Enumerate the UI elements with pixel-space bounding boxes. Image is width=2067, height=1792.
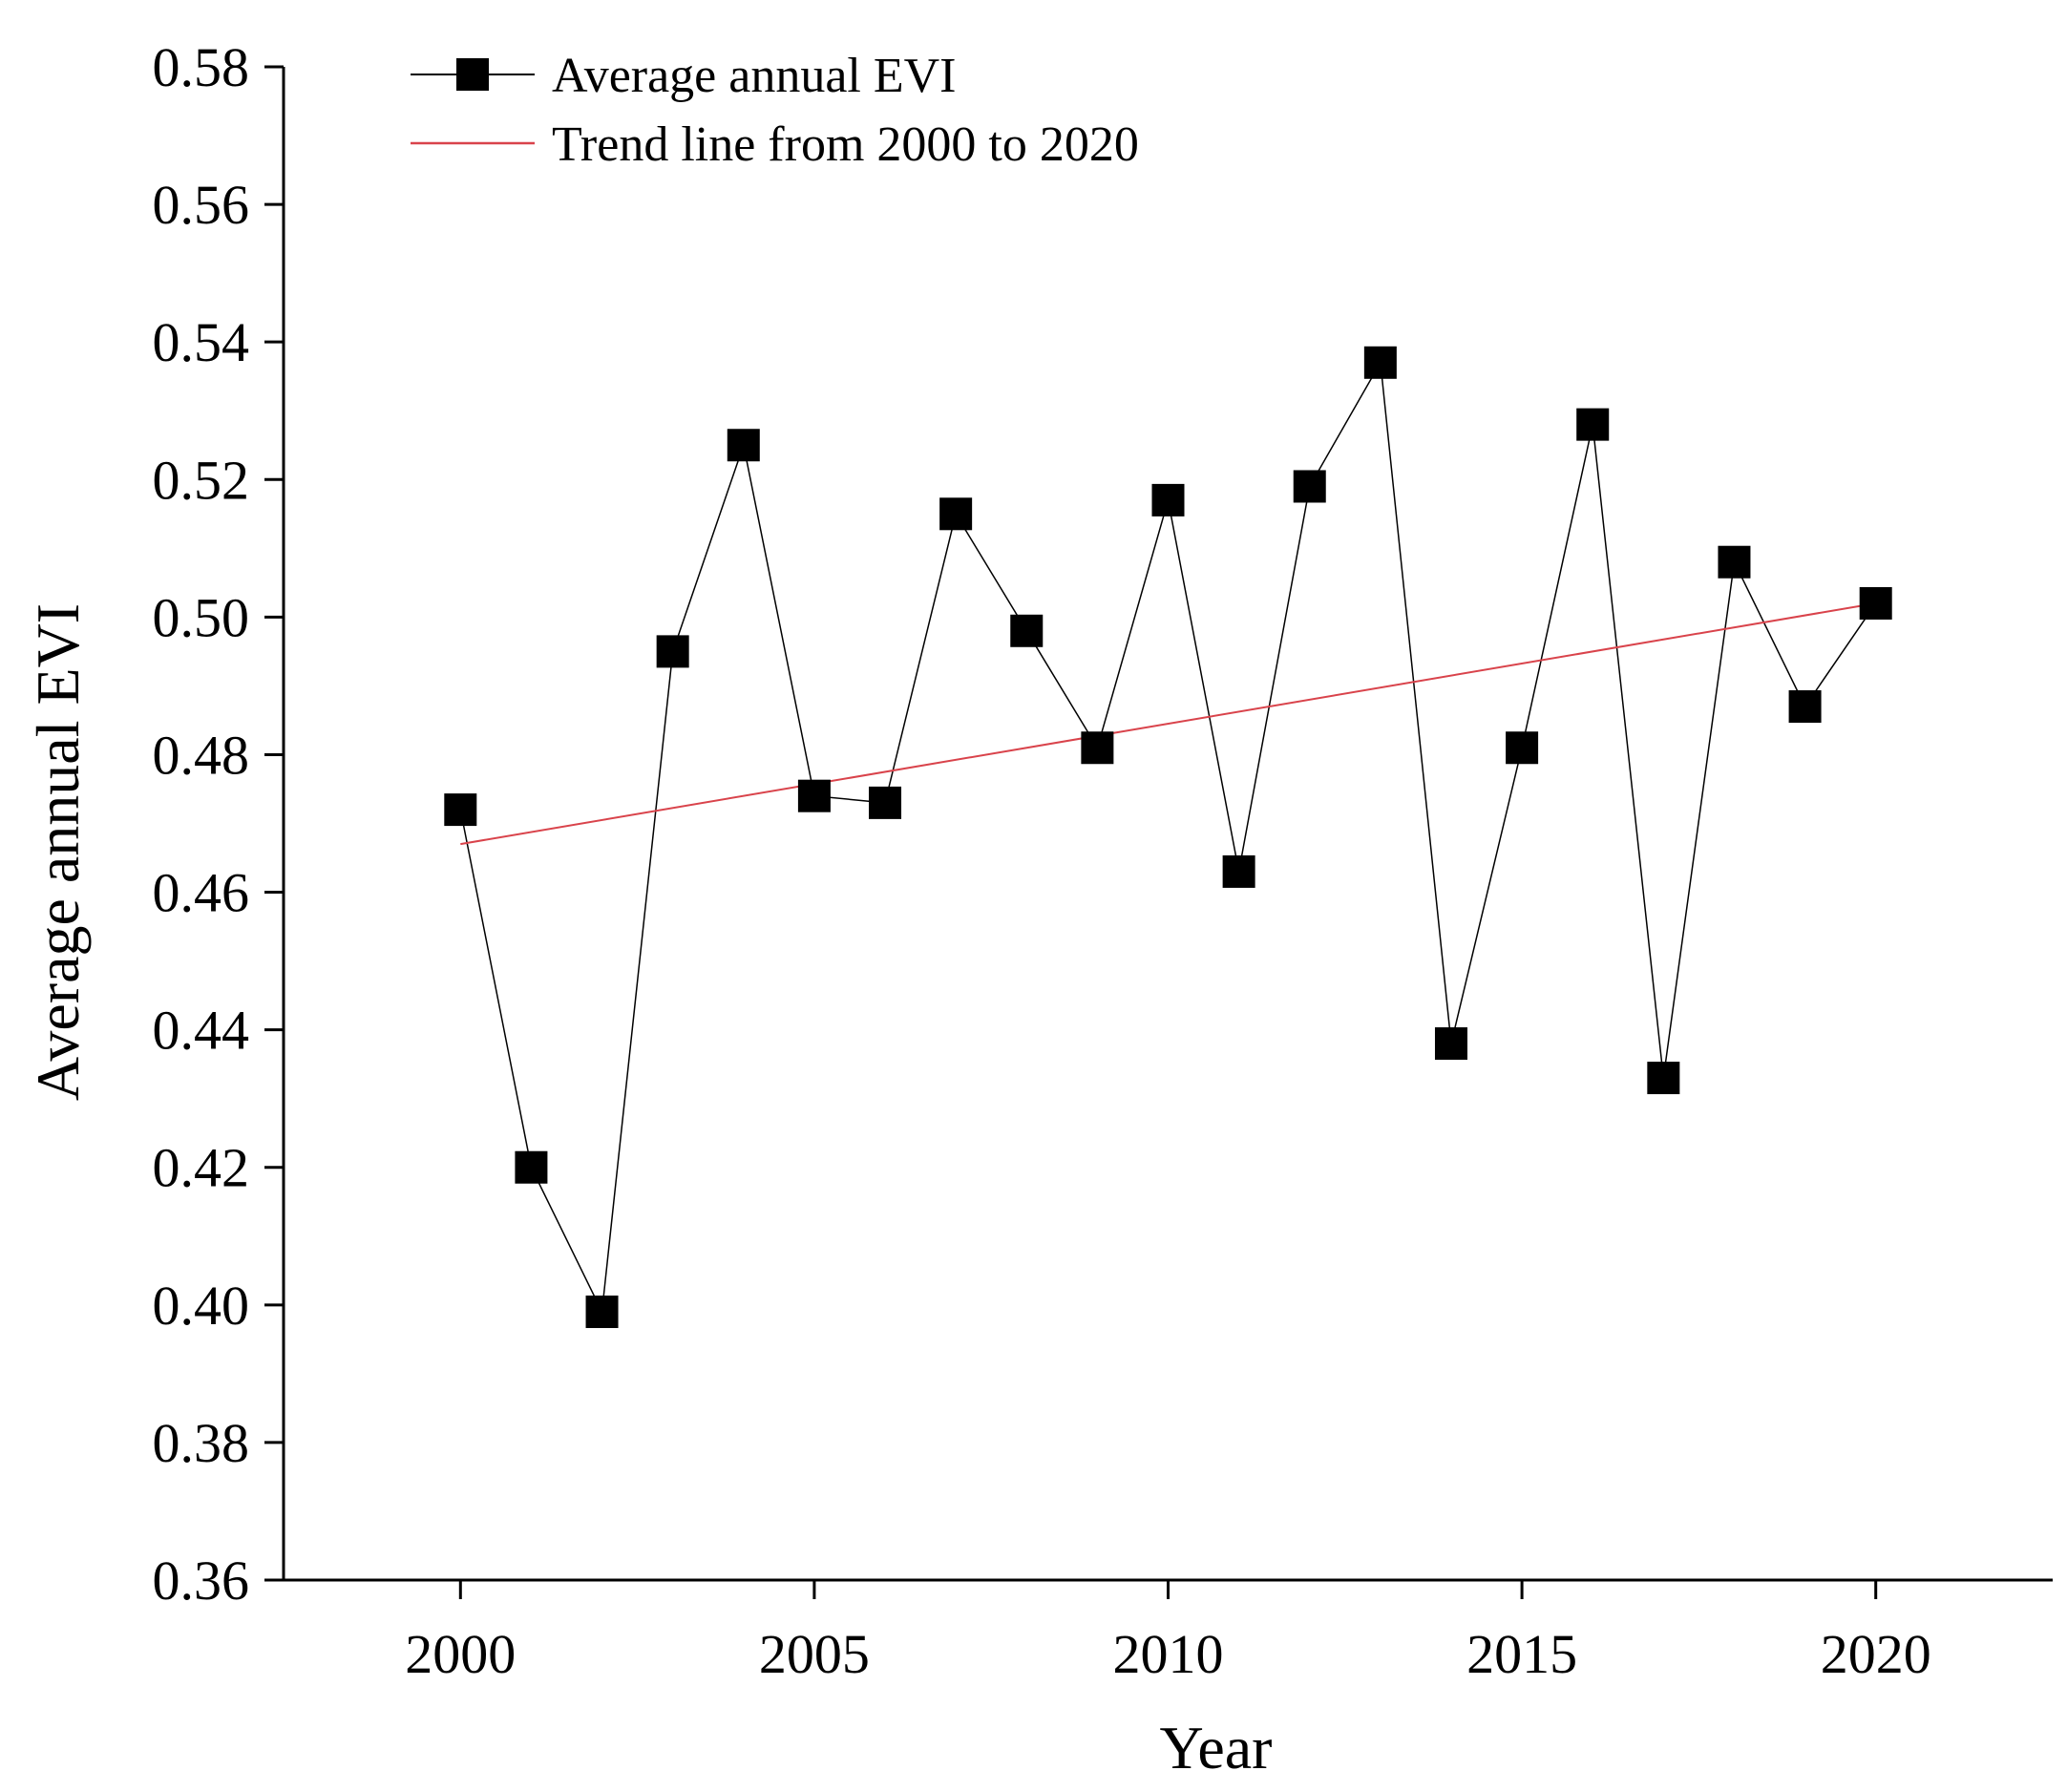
data-point-marker [1081,731,1114,765]
x-tick-label: 2020 [1821,1623,1931,1685]
data-point-marker [444,793,477,827]
data-point-marker [1859,586,1892,620]
data-point-marker [1506,731,1539,765]
y-tick-label: 0.52 [153,449,250,511]
x-tick-label: 2010 [1113,1623,1224,1685]
y-tick-label: 0.48 [153,724,250,786]
x-tick-label: 2005 [759,1623,870,1685]
y-tick-label: 0.36 [153,1550,250,1612]
data-point-marker [1151,483,1185,517]
plot-series [444,346,1892,1329]
data-point-marker [1718,545,1751,579]
y-axis-ticks: 0.36 0.38 0.40 0.42 0.44 0.46 0.48 0.50 0.52 0.54… [153,36,284,1612]
data-point-marker [797,779,831,812]
legend-label-average-annual-evi: Average annual EVI [552,49,957,103]
data-point-marker [1434,1027,1467,1061]
y-axis-title: Average annual EVI [24,603,92,1101]
legend: Average annual EVI Trend line from 2000 … [411,49,1139,172]
y-tick-label: 0.46 [153,862,250,924]
x-axis-title: Year [1160,1714,1273,1781]
data-point-marker [515,1150,548,1184]
data-point-marker [1293,470,1326,503]
y-tick-label: 0.40 [153,1275,250,1337]
y-tick-label: 0.50 [153,586,250,648]
data-point-marker [727,429,760,462]
legend-item-average-annual-evi: Average annual EVI [411,49,957,103]
data-point-marker [1010,614,1044,647]
data-point-marker [1222,854,1255,888]
data-point-marker [939,497,973,531]
data-point-marker [1647,1062,1680,1095]
series-markers-average-annual-evi [444,346,1892,1329]
y-tick-label: 0.54 [153,311,250,373]
data-point-marker [1363,346,1397,379]
y-tick-label: 0.58 [153,36,250,98]
y-tick-label: 0.44 [153,1000,250,1062]
legend-label-trend-line: Trend line from 2000 to 2020 [552,117,1139,172]
legend-marker-square [456,58,489,91]
x-tick-label: 2015 [1466,1623,1577,1685]
data-point-marker [585,1296,619,1329]
trend-line [460,601,1876,846]
y-tick-label: 0.56 [153,174,250,236]
x-tick-label: 2000 [405,1623,516,1685]
y-tick-label: 0.42 [153,1137,250,1199]
x-axis-ticks: 2000 2005 2010 2015 2020 [405,1580,1931,1685]
data-point-marker [1576,408,1610,441]
data-point-marker [1788,690,1822,724]
data-point-marker [656,635,689,668]
legend-item-trend-line: Trend line from 2000 to 2020 [411,117,1139,172]
y-tick-label: 0.38 [153,1412,250,1474]
data-point-marker [869,786,902,819]
